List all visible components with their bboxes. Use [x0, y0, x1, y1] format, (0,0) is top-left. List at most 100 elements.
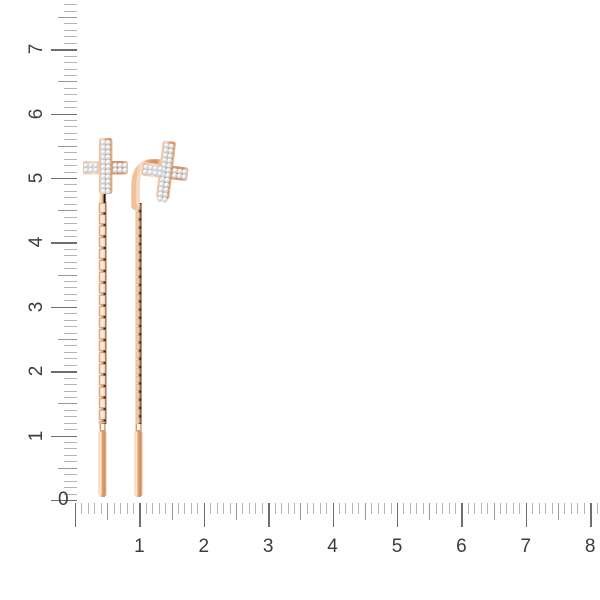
vertical-ruler-tick [64, 235, 77, 237]
vertical-ruler-tick [64, 74, 77, 76]
vertical-ruler-tick [64, 139, 77, 141]
horizontal-ruler-tick [474, 503, 476, 514]
horizontal-ruler-tick [416, 503, 418, 514]
vertical-ruler-tick [58, 81, 77, 83]
vertical-ruler-tick [64, 390, 77, 392]
vertical-ruler-tick [64, 255, 77, 257]
vertical-ruler-tick [64, 42, 77, 44]
horizontal-ruler-tick [120, 503, 122, 514]
horizontal-ruler-tick [165, 503, 167, 514]
vertical-ruler-tick [64, 287, 77, 289]
vertical-ruler-tick [64, 184, 77, 186]
vertical-ruler-tick [64, 165, 77, 167]
horizontal-ruler-tick [590, 503, 592, 527]
horizontal-ruler-tick [583, 503, 585, 514]
vertical-ruler-tick [64, 248, 77, 250]
horizontal-ruler-tick [113, 503, 115, 514]
horizontal-ruler-tick [274, 503, 276, 514]
vertical-ruler-tick [64, 442, 77, 444]
vertical-ruler-tick [64, 300, 77, 302]
horizontal-ruler-tick [500, 503, 502, 514]
horizontal-ruler-tick [570, 503, 572, 514]
horizontal-ruler-tick [351, 503, 353, 514]
horizontal-ruler-tick [126, 503, 128, 514]
vertical-ruler-tick [58, 274, 77, 276]
horizontal-ruler-tick [422, 503, 424, 514]
horizontal-ruler-tick [332, 503, 334, 527]
vertical-ruler-tick [64, 358, 77, 360]
horizontal-ruler-tick [390, 503, 392, 514]
vertical-ruler-tick [64, 132, 77, 134]
horizontal-ruler-tick [152, 503, 154, 514]
vertical-ruler-tick [64, 126, 77, 128]
horizontal-ruler-tick [442, 503, 444, 514]
vertical-ruler-tick [51, 242, 77, 244]
vertical-ruler-tick [64, 416, 77, 418]
vertical-ruler-tick [64, 100, 77, 102]
horizontal-ruler-tick [545, 503, 547, 514]
horizontal-ruler-label: 5 [391, 536, 403, 557]
horizontal-ruler-tick [139, 503, 141, 527]
vertical-ruler-tick [64, 351, 77, 353]
vertical-ruler-tick [58, 467, 77, 469]
vertical-ruler-tick [64, 223, 77, 225]
vertical-ruler-tick [64, 107, 77, 109]
horizontal-ruler-label: 8 [584, 536, 596, 557]
vertical-ruler-tick [64, 197, 77, 199]
horizontal-ruler-tick [429, 503, 431, 520]
vertical-ruler-tick [64, 422, 77, 424]
horizontal-ruler-tick [596, 503, 598, 514]
horizontal-ruler-tick [551, 503, 553, 514]
horizontal-ruler-tick [94, 503, 96, 514]
horizontal-ruler-tick [107, 503, 109, 520]
horizontal-ruler-tick [487, 503, 489, 514]
horizontal-ruler-tick [306, 503, 308, 514]
horizontal-ruler-tick [564, 503, 566, 514]
vertical-ruler-tick [64, 454, 77, 456]
horizontal-ruler-tick [397, 503, 399, 527]
vertical-ruler-tick [64, 326, 77, 328]
vertical-ruler-tick [64, 23, 77, 25]
vertical-ruler-tick [64, 120, 77, 122]
horizontal-ruler-tick [158, 503, 160, 514]
vertical-ruler-tick [64, 55, 77, 57]
horizontal-ruler-tick [81, 503, 83, 514]
horizontal-ruler-tick [75, 503, 77, 527]
horizontal-ruler-tick [223, 503, 225, 514]
vertical-ruler-tick [64, 332, 77, 334]
horizontal-ruler-label: 6 [456, 536, 467, 557]
vertical-ruler-tick [51, 500, 77, 502]
vertical-ruler-tick [58, 210, 77, 212]
vertical-ruler-tick [64, 68, 77, 70]
horizontal-ruler-tick [358, 503, 360, 514]
vertical-ruler-tick [64, 448, 77, 450]
horizontal-ruler-tick [577, 503, 579, 514]
vertical-ruler-tick [64, 429, 77, 431]
vertical-ruler-tick [51, 371, 77, 373]
vertical-ruler-tick [64, 152, 77, 154]
horizontal-ruler-tick [229, 503, 231, 514]
horizontal-ruler-tick [403, 503, 405, 514]
vertical-ruler-tick [64, 268, 77, 270]
horizontal-ruler-tick [538, 503, 540, 514]
horizontal-ruler-tick [261, 503, 263, 514]
horizontal-ruler-tick [480, 503, 482, 514]
horizontal-ruler-tick [493, 503, 495, 520]
horizontal-ruler-tick [293, 503, 295, 514]
horizontal-ruler-tick [448, 503, 450, 514]
horizontal-ruler-label: 3 [262, 536, 274, 557]
horizontal-ruler-tick [512, 503, 514, 514]
vertical-ruler-tick [64, 384, 77, 386]
vertical-ruler-tick [64, 216, 77, 218]
vertical-ruler-tick [64, 474, 77, 476]
vertical-ruler-tick [51, 435, 77, 437]
horizontal-ruler-label: 1 [134, 536, 145, 557]
horizontal-ruler-tick [281, 503, 283, 514]
horizontal-ruler-tick [132, 503, 134, 514]
vertical-ruler-tick [64, 229, 77, 231]
horizontal-ruler-tick [216, 503, 218, 514]
ruler-origin-label: 0 [58, 489, 69, 510]
vertical-ruler-tick [64, 190, 77, 192]
